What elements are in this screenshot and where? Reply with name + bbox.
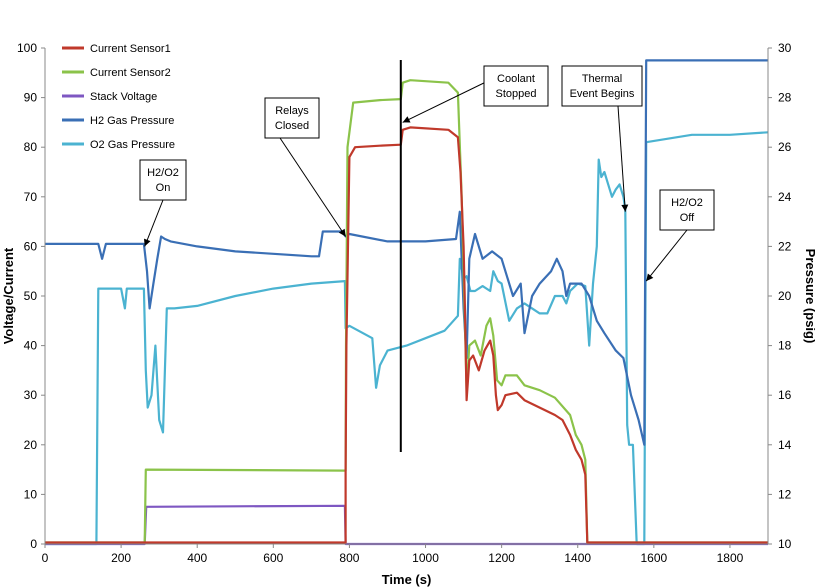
y2-tick-label: 30	[778, 41, 792, 55]
y2-tick-label: 14	[778, 438, 792, 452]
x-tick-label: 1200	[488, 551, 515, 565]
annotation-label: Event Begins	[570, 88, 635, 100]
y-tick-label: 0	[30, 537, 37, 551]
annotation-label: Relays	[275, 105, 309, 117]
legend-label: Current Sensor1	[90, 43, 171, 55]
y2-tick-label: 22	[778, 239, 792, 253]
x-tick-label: 1800	[717, 551, 744, 565]
y-tick-label: 90	[24, 91, 38, 105]
series-line-current-sensor1	[45, 126, 768, 544]
y2-axis-title: Pressure (psig)	[803, 249, 815, 344]
x-tick-label: 800	[339, 551, 359, 565]
annotation-label: Coolant	[497, 73, 535, 85]
annotation-arrowhead	[144, 238, 151, 247]
annotation-box	[659, 189, 715, 231]
annotation-arrowhead	[646, 273, 654, 282]
x-tick-label: 400	[187, 551, 207, 565]
legend-label: H2 Gas Pressure	[90, 115, 174, 127]
y-axis-title: Voltage/Current	[1, 247, 16, 344]
annotation-arrowhead	[402, 116, 411, 123]
y-tick-label: 80	[24, 140, 38, 154]
annotation-box	[264, 97, 320, 139]
annotation-arrow	[402, 79, 491, 123]
x-axis-title: Time (s)	[382, 572, 432, 587]
ticks-layer: 0 200 400 600 800 1000 1200 1400 1600 1800 0 10 20 30…	[17, 41, 792, 565]
annotation-arrow	[144, 199, 164, 247]
annotation-arrowhead	[621, 204, 629, 212]
legend-label: Current Sensor2	[90, 67, 171, 79]
y2-tick-label: 10	[778, 537, 792, 551]
annotation-label: Stopped	[496, 88, 537, 100]
series-line-current-sensor2	[45, 79, 768, 544]
legend: Current Sensor1 Current Sensor2 Stack Volt…	[62, 43, 175, 151]
x-tick-label: 1400	[564, 551, 591, 565]
annotation-box	[483, 65, 549, 107]
annotation-label: On	[156, 182, 171, 194]
legend-label: Stack Voltage	[90, 91, 157, 103]
y-tick-label: 40	[24, 339, 38, 353]
y2-tick-label: 28	[778, 91, 792, 105]
x-tick-label: 0	[42, 551, 49, 565]
annotation-label: H2/O2	[147, 167, 179, 179]
x-tick-label: 600	[263, 551, 283, 565]
y-tick-label: 50	[24, 289, 38, 303]
annotation-arrow	[645, 229, 688, 282]
y-tick-label: 20	[24, 438, 38, 452]
y2-tick-label: 20	[778, 289, 792, 303]
y-tick-label: 60	[24, 239, 38, 253]
y2-tick-label: 26	[778, 140, 792, 154]
annotation-label: H2/O2	[671, 197, 703, 209]
x-tick-label: 1600	[640, 551, 667, 565]
series-line-o2-gas-pressure	[45, 131, 769, 546]
y-tick-label: 10	[24, 487, 38, 501]
y-tick-label: 100	[17, 41, 37, 55]
annotation-label: Thermal	[582, 73, 622, 85]
y2-tick-label: 12	[778, 487, 792, 501]
annotation-box	[139, 159, 187, 201]
y2-tick-label: 18	[778, 339, 792, 353]
legend-label: O2 Gas Pressure	[90, 139, 175, 151]
annotation-label: Off	[680, 212, 695, 224]
annotation-label: Closed	[275, 120, 309, 132]
annotation-box	[561, 65, 643, 107]
annotations-layer: H2/O2 On Relays Closed Coolant Stopped Thermal…	[139, 65, 715, 282]
y-tick-label: 30	[24, 388, 38, 402]
annotation-arrow	[617, 105, 626, 212]
annotation-arrowhead	[338, 228, 346, 237]
x-tick-label: 1000	[412, 551, 439, 565]
annotation-arrow	[279, 137, 347, 237]
y-tick-label: 70	[24, 190, 38, 204]
y2-tick-label: 16	[778, 388, 792, 402]
x-tick-label: 200	[111, 551, 131, 565]
y2-tick-label: 24	[778, 190, 792, 204]
